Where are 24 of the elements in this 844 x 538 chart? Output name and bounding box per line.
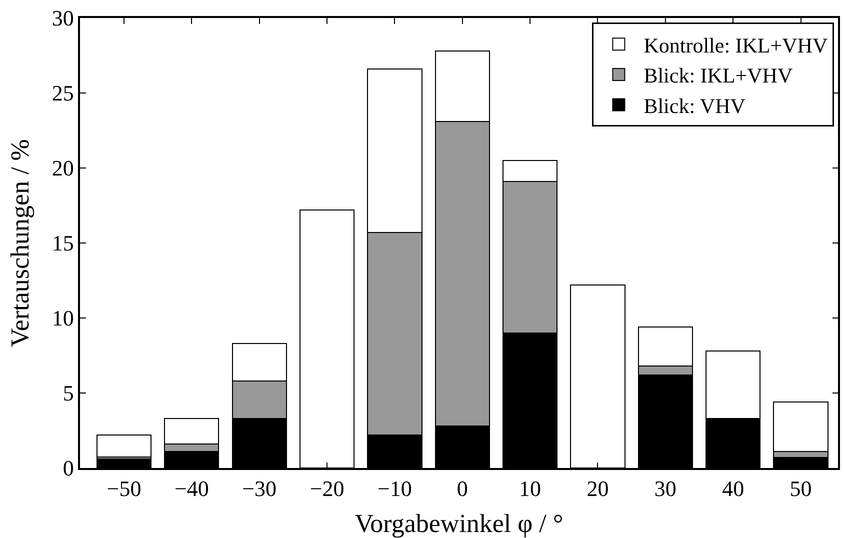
y-tick-label: 15	[52, 230, 74, 256]
x-tick-label: −20	[310, 476, 344, 502]
x-axis-title: Vorgabewinkel φ / °	[354, 509, 564, 538]
bar	[96, 434, 152, 458]
x-tick-label: 10	[519, 476, 542, 502]
y-tick-label: 5	[62, 380, 74, 406]
x-tick-label: −40	[174, 476, 209, 502]
x-tick-label: 20	[586, 476, 609, 502]
y-tick-label: 0	[62, 456, 74, 481]
x-tick-label: 30	[654, 476, 676, 502]
x-tick-label: 0	[456, 476, 468, 502]
x-tick-label: 40	[722, 476, 744, 502]
x-tick-label: −30	[242, 476, 277, 502]
y-tick-label: 30	[52, 6, 74, 31]
x-tick-label: −10	[378, 476, 412, 502]
x-tick-label: 50	[790, 476, 812, 502]
legend-label: Blick: VHV	[644, 94, 746, 118]
legend-label: Blick: IKL+VHV	[644, 64, 793, 88]
x-tick-label: −50	[106, 476, 142, 502]
legend-label: Kontrolle: IKL+VHV	[644, 33, 828, 58]
y-tick-label: 25	[52, 80, 74, 106]
y-axis-title: Vertauschungen / %	[6, 139, 35, 347]
y-tick-label: 10	[52, 306, 74, 331]
y-tick-label: 20	[52, 156, 74, 181]
